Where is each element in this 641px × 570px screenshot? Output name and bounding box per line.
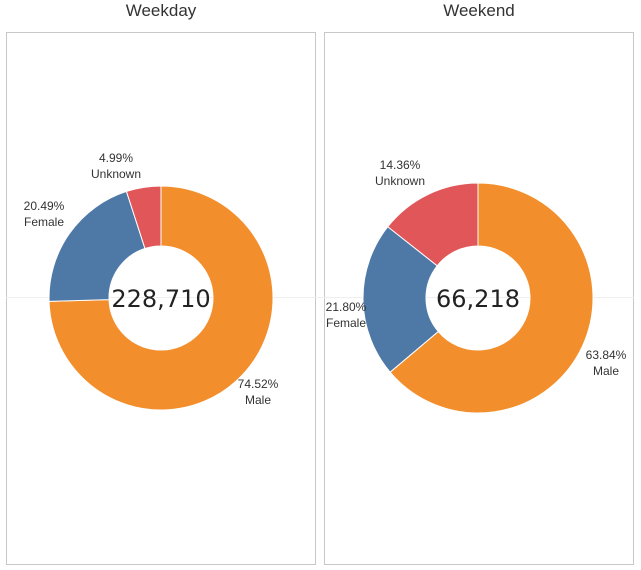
- slice-unknown[interactable]: [125, 185, 162, 250]
- slice-percent-label: 20.49%: [24, 199, 65, 213]
- slice-name-label: Male: [245, 393, 271, 407]
- slice-percent-label: 63.84%: [586, 348, 627, 362]
- slice-percent-label: 4.99%: [99, 151, 133, 165]
- center-total-label: 228,710: [111, 285, 210, 313]
- slice-unknown[interactable]: [387, 182, 479, 267]
- weekend-panel: [324, 32, 634, 565]
- weekday-panel: [6, 32, 316, 565]
- slice-name-label: Male: [593, 364, 619, 378]
- slice-name-label: Female: [24, 215, 64, 229]
- center-total-label: 66,218: [436, 285, 520, 313]
- weekday-panel-title: Weekday: [125, 1, 197, 20]
- slice-male[interactable]: [48, 185, 274, 411]
- center-guide-line: [6, 297, 634, 298]
- slice-percent-label: 14.36%: [380, 158, 421, 172]
- weekend-panel-title: Weekend: [443, 1, 515, 20]
- slice-percent-label: 21.80%: [326, 300, 367, 314]
- slice-male[interactable]: [389, 182, 594, 414]
- slice-name-label: Female: [326, 316, 366, 330]
- weekend-donut: 63.84% Male 21.80% Female 14.36% Unknown 66,21…: [326, 158, 627, 414]
- slice-name-label: Unknown: [375, 174, 425, 188]
- slice-female[interactable]: [362, 226, 439, 373]
- slice-name-label: Unknown: [91, 167, 141, 181]
- slice-percent-label: 74.52%: [238, 377, 279, 391]
- weekday-donut: 74.52% Male 20.49% Female 4.99% Unknown 228,71…: [24, 151, 279, 411]
- slice-female[interactable]: [48, 190, 146, 302]
